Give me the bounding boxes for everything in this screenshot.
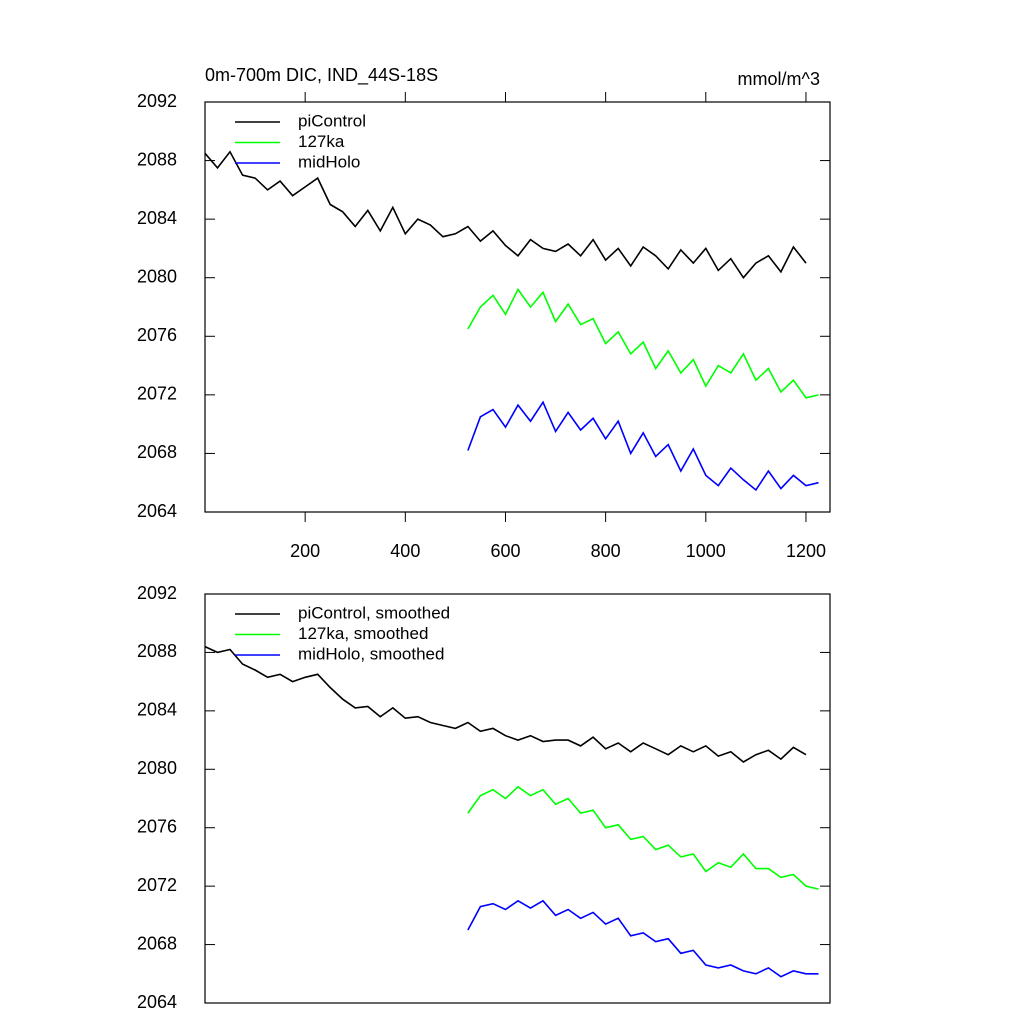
y-tick-label: 2092: [137, 583, 177, 603]
series-line: [467, 287, 819, 399]
y-tick-label: 2084: [137, 208, 177, 228]
units-label: mmol/m^3: [738, 69, 820, 89]
series-line: [467, 400, 819, 492]
legend-label: piControl, smoothed: [298, 603, 450, 622]
y-tick-label: 2076: [137, 816, 177, 836]
series-line: [467, 899, 819, 978]
y-tick-label: 2068: [137, 933, 177, 953]
legend-label: piControl: [298, 111, 366, 130]
legend-label: 127ka, smoothed: [298, 624, 428, 643]
series-line: [204, 645, 807, 763]
y-tick-label: 2072: [137, 875, 177, 895]
legend-label: 127ka: [298, 132, 345, 151]
y-tick-label: 2080: [137, 266, 177, 286]
x-tick-label: 400: [390, 541, 420, 561]
y-tick-label: 2092: [137, 91, 177, 111]
y-tick-label: 2064: [137, 992, 177, 1012]
y-tick-label: 2088: [137, 149, 177, 169]
x-tick-label: 1000: [686, 541, 726, 561]
x-tick-label: 200: [290, 541, 320, 561]
y-tick-label: 2080: [137, 758, 177, 778]
x-tick-label: 800: [591, 541, 621, 561]
y-tick-label: 2068: [137, 442, 177, 462]
series-line: [467, 785, 819, 890]
y-tick-label: 2064: [137, 501, 177, 521]
y-tick-label: 2072: [137, 384, 177, 404]
legend-label: midHolo: [298, 152, 360, 171]
y-tick-label: 2076: [137, 325, 177, 345]
legend-label: midHolo, smoothed: [298, 644, 444, 663]
y-tick-label: 2084: [137, 700, 177, 720]
series-line: [204, 150, 807, 280]
plot-frame: [204, 101, 831, 513]
y-tick-label: 2088: [137, 641, 177, 661]
plot-frame: [204, 593, 831, 1004]
chart-title: 0m-700m DIC, IND_44S-18S: [205, 65, 438, 86]
x-tick-label: 600: [490, 541, 520, 561]
x-tick-label: 1200: [786, 541, 826, 561]
